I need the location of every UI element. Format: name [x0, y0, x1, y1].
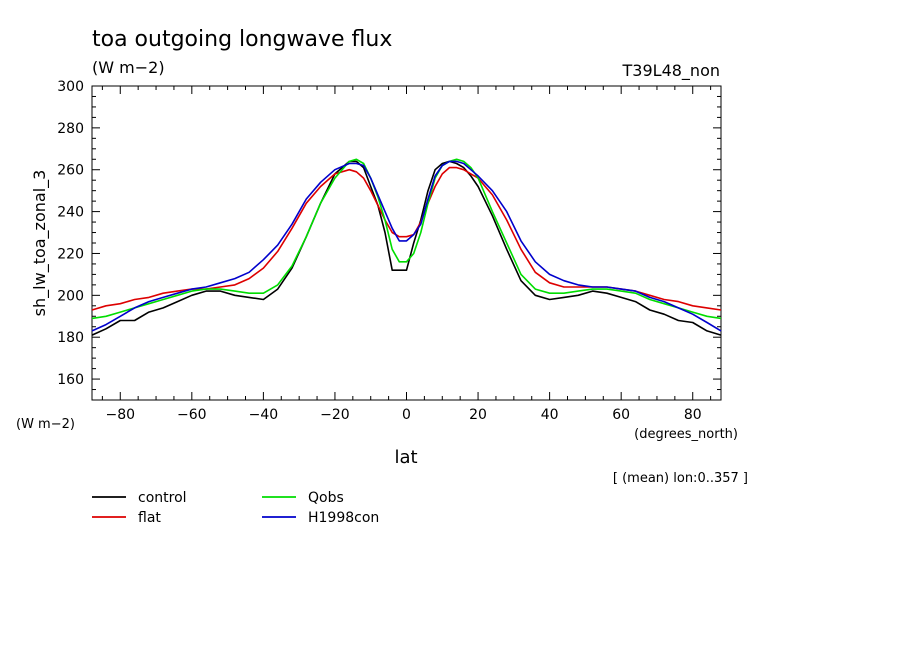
x-tick-label: 60	[612, 407, 630, 423]
x-axis-units: (degrees_north)	[634, 427, 738, 442]
legend-label-control: control	[138, 490, 187, 506]
series-line-control	[91, 160, 722, 336]
y-axis-units: (W m−2)	[16, 417, 75, 432]
legend-label-qobs: Qobs	[308, 490, 344, 506]
plot-frame	[91, 85, 722, 401]
x-axis-label: lat	[394, 447, 417, 468]
mean-note: [ (mean) lon:0..357 ]	[613, 471, 748, 486]
chart-units: (W m−2)	[92, 58, 165, 77]
x-axis-ticks: −80 −60 −40 −20 0 20 40 60 80	[101, 86, 712, 423]
y-tick-label: 240	[57, 205, 84, 221]
legend-label-flat: flat	[138, 510, 161, 526]
y-axis-ticks: 160 180 200 220 240 260 280 300	[57, 79, 721, 391]
x-tick-label: 80	[684, 407, 702, 423]
y-tick-label: 260	[57, 163, 84, 179]
x-tick-label: −60	[177, 407, 207, 423]
y-tick-label: 160	[57, 372, 84, 388]
x-tick-label: 0	[402, 407, 411, 423]
run-label: T39L48_non	[622, 61, 720, 81]
legend: control flat Qobs H1998con	[92, 490, 379, 526]
x-tick-label: 40	[541, 407, 559, 423]
series-line-flat	[91, 166, 722, 311]
y-axis-label: sh_lw_toa_zonal_3	[30, 170, 50, 317]
legend-label-h1998con: H1998con	[308, 510, 379, 526]
y-tick-label: 300	[57, 79, 84, 95]
y-tick-label: 220	[57, 246, 84, 262]
series-line-h1998con	[91, 160, 722, 332]
series-line-qobs	[91, 158, 722, 320]
x-tick-label: 20	[469, 407, 487, 423]
y-tick-label: 200	[57, 288, 84, 304]
x-tick-label: −80	[105, 407, 135, 423]
y-tick-label: 280	[57, 121, 84, 137]
chart-title: toa outgoing longwave flux	[92, 27, 392, 52]
x-tick-label: −20	[320, 407, 350, 423]
x-tick-label: −40	[249, 407, 279, 423]
series-lines	[91, 158, 722, 336]
y-tick-label: 180	[57, 330, 84, 346]
